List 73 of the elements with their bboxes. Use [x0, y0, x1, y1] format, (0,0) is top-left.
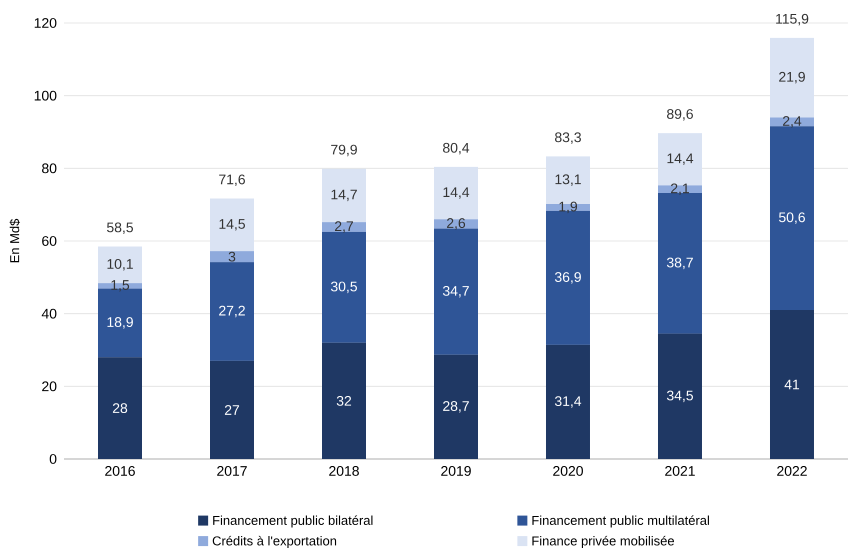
data-label: 2,7	[334, 221, 353, 233]
data-label: 34,7	[442, 286, 469, 298]
legend-label: Crédits à l'exportation	[212, 536, 336, 548]
y-tick-label: 60	[42, 236, 56, 246]
data-label: 1,5	[111, 280, 130, 292]
y-tick-label: 120	[34, 18, 56, 28]
total-label: 83,3	[555, 132, 581, 144]
bar	[546, 344, 590, 459]
data-label: 28	[112, 403, 128, 414]
bar	[434, 166, 478, 220]
data-label: 10,1	[107, 259, 133, 271]
y-tick-label: 40	[42, 308, 56, 319]
x-tick-label: 2022	[777, 466, 807, 476]
data-label: 18,9	[107, 317, 133, 329]
y-axis-title: En Md$	[10, 218, 20, 262]
y-tick-label: 0	[50, 454, 56, 464]
x-tick-label: 2016	[105, 466, 135, 476]
data-label: 2,1	[670, 183, 689, 195]
bar	[434, 354, 478, 459]
data-label: 34,5	[666, 390, 693, 402]
y-tick-label: 80	[42, 163, 56, 174]
total-label: 89,6	[667, 109, 693, 121]
bar	[322, 168, 366, 222]
x-tick-label: 2019	[441, 466, 471, 476]
data-label: 14,7	[331, 190, 357, 202]
x-tick-label: 2018	[329, 466, 359, 476]
data-label: 14,5	[219, 219, 245, 231]
x-tick-label: 2021	[665, 466, 695, 476]
data-label: 50,6	[778, 212, 805, 224]
legend-label: Financement public multilatéral	[532, 515, 709, 528]
data-label: 30,5	[330, 282, 357, 294]
data-label: 1,9	[559, 202, 578, 214]
total-label: 79,9	[331, 144, 357, 156]
data-label: 31,4	[554, 396, 582, 408]
total-label: 58,5	[106, 222, 133, 234]
data-label: 21,9	[779, 72, 805, 84]
data-label: 2,6	[446, 218, 466, 230]
data-label: 27,2	[219, 306, 245, 318]
data-label: 27	[224, 405, 240, 415]
bar	[98, 357, 142, 459]
data-label: 36,9	[554, 272, 581, 284]
bar	[322, 232, 366, 343]
bar	[658, 193, 702, 334]
bar	[210, 198, 254, 252]
legend-label: Finance privée mobilisée	[532, 536, 674, 548]
bar	[658, 133, 702, 186]
data-label: 41	[784, 380, 800, 390]
bar	[210, 251, 254, 262]
y-tick-label: 100	[34, 90, 56, 101]
bar	[770, 310, 814, 459]
legend-label: Financement public bilatéral	[213, 515, 372, 528]
bar	[210, 262, 254, 361]
data-label: 13,1	[555, 174, 581, 186]
data-label: 28,7	[443, 401, 469, 413]
data-label: 3	[228, 252, 236, 262]
bar	[658, 334, 702, 459]
total-label: 115,9	[776, 14, 808, 26]
x-tick-label: 2020	[553, 466, 583, 476]
total-label: 80,4	[443, 142, 470, 154]
x-tick-label: 2017	[217, 466, 247, 476]
y-tick-label: 20	[42, 381, 56, 392]
total-label: 71,6	[219, 174, 245, 186]
data-label: 2,4	[782, 116, 802, 128]
bar	[770, 126, 814, 310]
bar	[770, 38, 814, 118]
data-label: 38,7	[666, 258, 693, 270]
bar	[322, 222, 366, 232]
bar	[434, 228, 478, 355]
bar	[322, 342, 366, 459]
bar	[210, 360, 254, 459]
data-label: 14,4	[443, 187, 470, 199]
data-label: 32	[336, 396, 352, 406]
data-label: 14,4	[667, 154, 694, 165]
